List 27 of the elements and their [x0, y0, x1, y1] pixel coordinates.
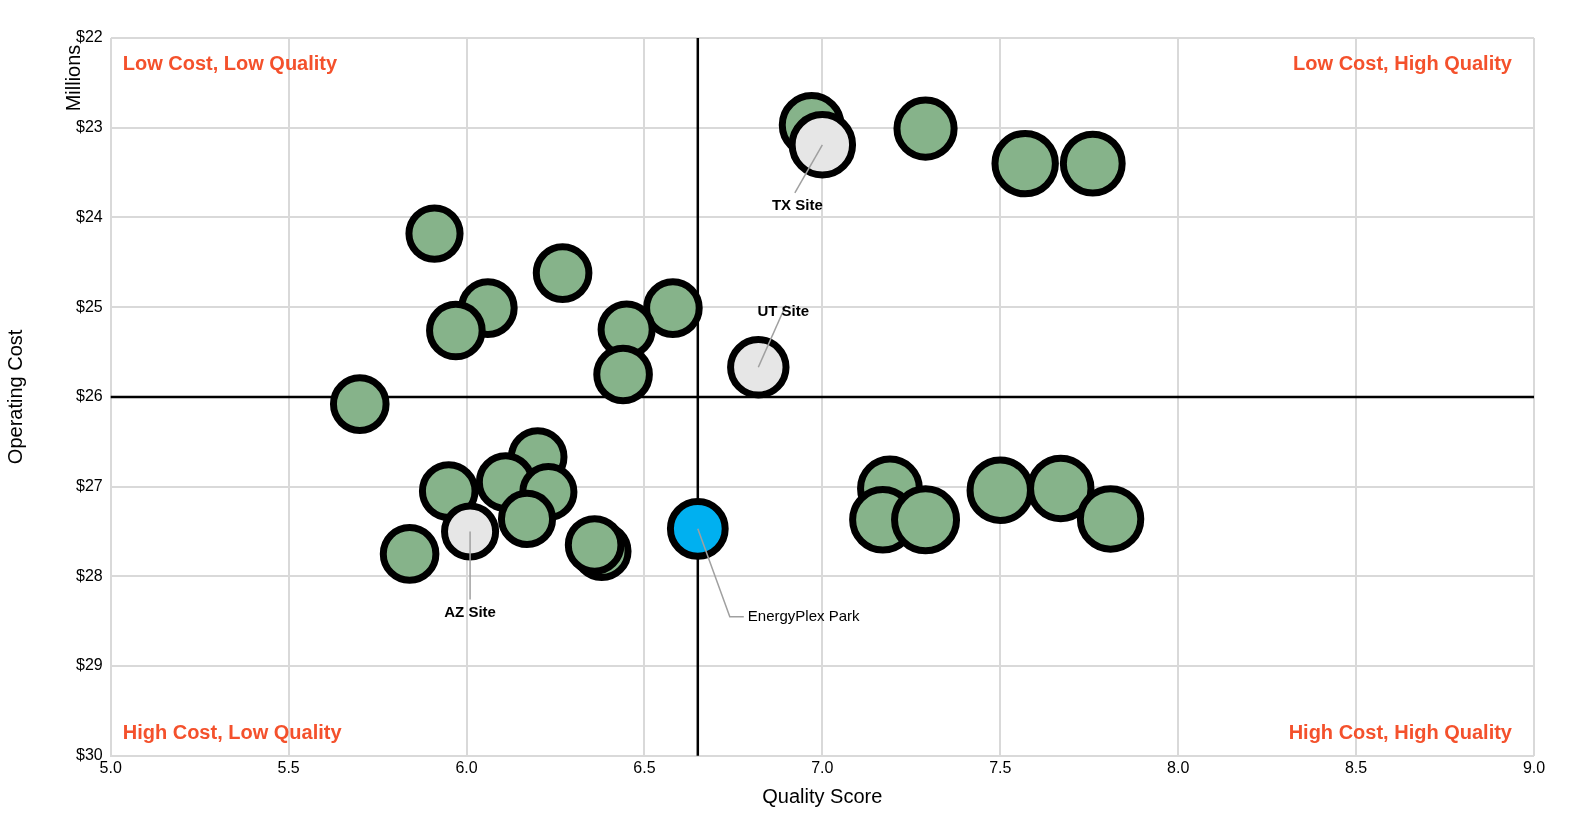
annotation: High Cost, Low Quality	[122, 721, 343, 744]
annotation: AZ Site	[444, 603, 496, 621]
y-tick-label: $22	[75, 28, 103, 46]
text: Millions	[61, 44, 84, 112]
x-tick-label: 5.5	[277, 758, 300, 776]
annotation: High Cost, High Quality	[1288, 721, 1513, 744]
y-tick-label: $24	[75, 207, 103, 225]
x-tick-label: 6.0	[455, 758, 478, 776]
x-tick-label: 7.5	[989, 758, 1012, 776]
annotation: UT Site	[757, 301, 810, 319]
annotation: TX Site	[771, 196, 823, 214]
annotation: Low Cost, Low Quality	[122, 51, 339, 74]
y-tick-label: $23	[75, 118, 103, 136]
y-tick-label: $28	[75, 566, 103, 584]
y-axis-title: Operating Cost	[3, 329, 26, 465]
x-tick-label: 8.0	[1167, 758, 1190, 776]
annotation: EnergyPlex Park	[747, 606, 861, 624]
x-axis-title: Quality Score	[762, 784, 883, 807]
y-tick-label: $29	[75, 656, 103, 674]
x-tick-label: 6.5	[633, 758, 656, 776]
x-tick-label: 7.0	[811, 758, 834, 776]
y-tick-label: $26	[75, 387, 103, 405]
x-tick-label: 8.5	[1344, 758, 1368, 776]
x-tick-label: 9.0	[1522, 758, 1546, 776]
y-tick-label: $25	[75, 297, 103, 315]
y-tick-label: $27	[75, 477, 103, 495]
annotation: Low Cost, High Quality	[1293, 51, 1513, 74]
